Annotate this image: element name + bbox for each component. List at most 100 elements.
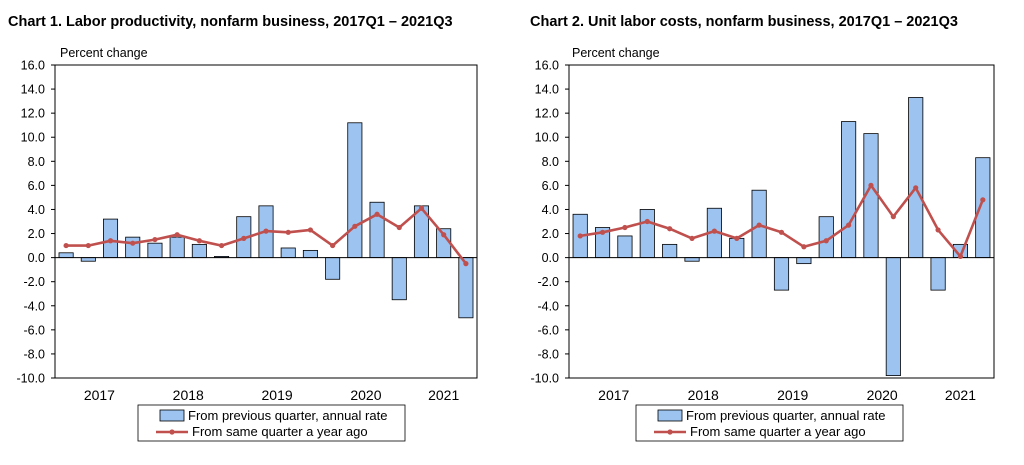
x-year-label: 2017 bbox=[84, 387, 115, 403]
y-tick-label: 6.0 bbox=[28, 179, 45, 193]
line-point-2018Q1 bbox=[667, 226, 673, 232]
line-point-2018Q2 bbox=[174, 232, 180, 238]
x-year-label: 2020 bbox=[350, 387, 381, 403]
line-point-2017Q3 bbox=[622, 224, 628, 231]
line-point-2020Q1 bbox=[846, 222, 852, 228]
bar-2018Q1 bbox=[147, 242, 163, 259]
line-point-2021Q2 bbox=[441, 232, 447, 238]
line-point-2019Q3 bbox=[285, 229, 291, 235]
legend-label-line: From same quarter a year ago bbox=[690, 424, 866, 439]
y-tick-label: 4.0 bbox=[542, 203, 559, 217]
bar-2021Q1 bbox=[930, 257, 946, 291]
line-point-2018Q2 bbox=[689, 235, 695, 241]
y-tick-label: -2.0 bbox=[23, 275, 45, 289]
y-tick-label: -2.0 bbox=[537, 275, 559, 289]
y-tick-label: 10.0 bbox=[535, 131, 559, 145]
legend-label-bar: From previous quarter, annual rate bbox=[188, 408, 387, 423]
line-point-2017Q4 bbox=[130, 240, 136, 246]
labor-productivity-chart: Percent change 16.0 14.0 12.0 10.0 8.0 6.0 4.0 2… bbox=[17, 46, 478, 442]
y-tick-label: -6.0 bbox=[537, 323, 559, 337]
y-tick-label: 12.0 bbox=[21, 107, 45, 121]
x-year-label: 2019 bbox=[777, 387, 808, 403]
x-year-label: 2020 bbox=[867, 387, 898, 403]
y-tick-label: -8.0 bbox=[23, 347, 45, 361]
bar-2017Q3 bbox=[617, 235, 633, 259]
bar-2020Q3 bbox=[885, 257, 901, 376]
y-tick-label: -10.0 bbox=[17, 372, 46, 386]
line-point-2017Q3 bbox=[107, 238, 114, 244]
line-point-2019Q1 bbox=[241, 235, 247, 241]
line-point-2019Q3 bbox=[801, 244, 807, 250]
line-point-2020Q3 bbox=[374, 211, 380, 217]
legend-swatch-bar bbox=[159, 409, 185, 422]
legend-marker-line bbox=[667, 429, 673, 435]
bar-2020Q4 bbox=[391, 257, 407, 301]
line-point-2019Q2 bbox=[778, 229, 785, 235]
y-tick-label: 14.0 bbox=[21, 83, 45, 97]
bar-2017Q2 bbox=[80, 257, 96, 262]
line-point-2019Q1 bbox=[756, 222, 762, 228]
bar-2017Q1 bbox=[58, 252, 74, 259]
line-point-2021Q2 bbox=[957, 253, 964, 260]
bar-2017Q4 bbox=[639, 209, 655, 259]
y-tick-label: 0.0 bbox=[542, 251, 559, 265]
y-tick-label: 16.0 bbox=[21, 59, 45, 73]
y-tick-label: 2.0 bbox=[542, 227, 559, 241]
line-point-2020Q3 bbox=[890, 214, 896, 220]
y-tick-label: 12.0 bbox=[535, 107, 559, 121]
chart-panel-unit-labor-costs: Chart 2. Unit labor costs, nonfarm busin… bbox=[512, 0, 1024, 465]
plot-frame bbox=[568, 64, 995, 379]
x-year-label: 2018 bbox=[173, 387, 204, 403]
line-point-2020Q1 bbox=[330, 242, 336, 249]
line-point-2017Q2 bbox=[85, 242, 91, 249]
y-tick-label: -4.0 bbox=[23, 299, 45, 313]
line-point-2017Q2 bbox=[599, 229, 606, 235]
legend-box bbox=[137, 404, 406, 442]
line-point-2020Q2 bbox=[352, 223, 358, 229]
bar-2018Q3 bbox=[191, 243, 207, 259]
bar-2020Q3 bbox=[369, 201, 385, 259]
chart-panel-labor-productivity: Chart 1. Labor productivity, nonfarm bus… bbox=[8, 14, 478, 442]
bar-2019Q4 bbox=[302, 249, 318, 259]
y-tick-label: 16.0 bbox=[535, 59, 559, 73]
y-tick-label: 0.0 bbox=[28, 251, 45, 265]
x-year-label: 2021 bbox=[945, 387, 976, 403]
bar-2019Q2 bbox=[773, 257, 790, 291]
line-point-2018Q3 bbox=[711, 228, 717, 234]
y-tick-label: 8.0 bbox=[542, 155, 559, 169]
line-point-2017Q1 bbox=[63, 242, 69, 249]
y-tick-label: -4.0 bbox=[537, 299, 559, 313]
line-point-2018Q1 bbox=[152, 236, 158, 243]
legend-marker-line bbox=[169, 429, 175, 435]
bar-2021Q3 bbox=[975, 157, 991, 259]
legend-label-bar: From previous quarter, annual rate bbox=[686, 408, 885, 423]
line-point-2019Q4 bbox=[307, 227, 314, 233]
bar-2018Q1 bbox=[662, 243, 678, 259]
bar-2020Q4 bbox=[908, 97, 924, 259]
line-point-2020Q4 bbox=[396, 224, 402, 231]
y-tick-label: 2.0 bbox=[28, 227, 45, 241]
x-year-label: 2018 bbox=[688, 387, 719, 403]
line-point-2020Q4 bbox=[913, 185, 919, 191]
chart-title: Chart 1. Labor productivity, nonfarm bus… bbox=[8, 14, 453, 30]
y-tick-label: 4.0 bbox=[28, 203, 45, 217]
chart-title: Chart 2. Unit labor costs, nonfarm busin… bbox=[530, 14, 958, 30]
legend-swatch-bar bbox=[657, 409, 683, 422]
bar-2017Q4 bbox=[125, 236, 141, 259]
bar-2020Q1 bbox=[325, 257, 341, 280]
y-tick-label: 6.0 bbox=[542, 179, 559, 193]
bar-2021Q3 bbox=[458, 257, 474, 319]
y-axis-label: Percent change bbox=[572, 46, 660, 60]
y-axis-label: Percent change bbox=[60, 46, 148, 60]
x-year-label: 2021 bbox=[428, 387, 459, 403]
line-point-2020Q2 bbox=[868, 182, 874, 188]
y-tick-label: -6.0 bbox=[23, 323, 45, 337]
y-tick-label: -8.0 bbox=[537, 347, 559, 361]
y-tick-label: 8.0 bbox=[28, 155, 45, 169]
line-point-2017Q1 bbox=[577, 233, 583, 239]
line-point-2021Q3 bbox=[463, 261, 469, 267]
y-tick-label: 14.0 bbox=[535, 83, 559, 97]
bar-2018Q2 bbox=[169, 236, 185, 259]
